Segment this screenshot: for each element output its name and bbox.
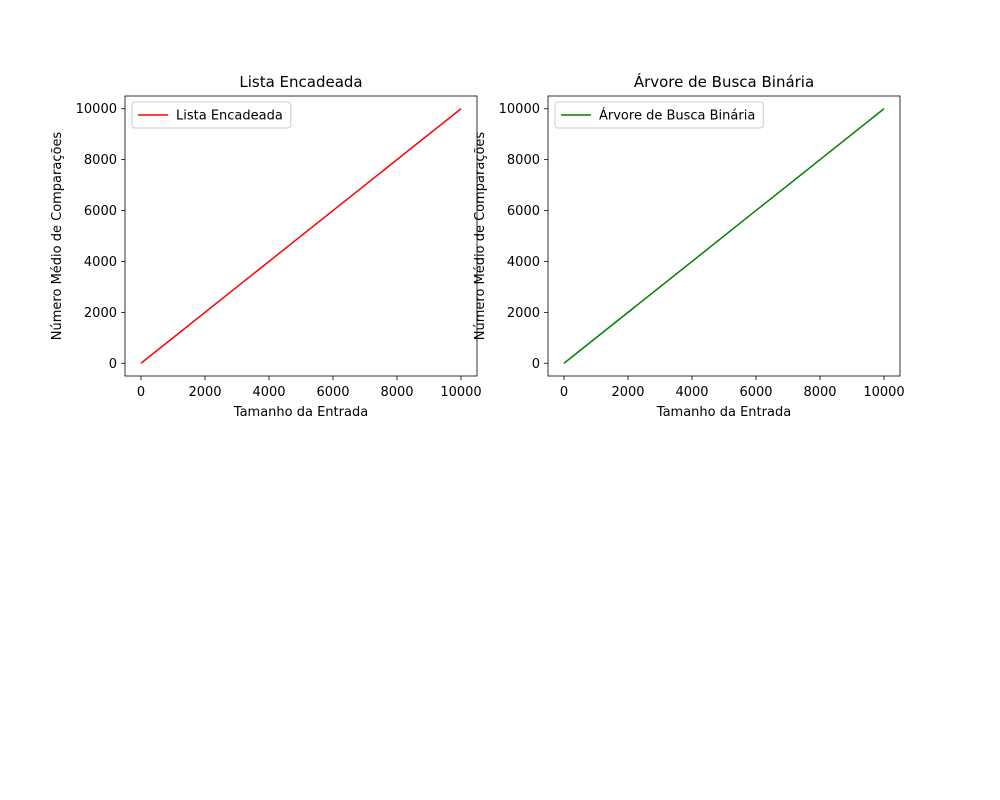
x-tick-label: 6000	[739, 385, 772, 400]
axes-frame	[547, 95, 901, 377]
legend-box	[554, 101, 764, 129]
legend: Lista Encadeada	[131, 101, 292, 129]
chart-panel-2: Árvore de Busca Binária 0 2000 4000 6000 8000…	[473, 72, 905, 420]
x-axis-label: Tamanho da Entrada	[656, 405, 791, 420]
y-tick-label: 2000	[84, 306, 117, 321]
axes-frame	[124, 95, 478, 377]
series-line-1	[563, 108, 885, 364]
legend: Árvore de Busca Binária	[554, 101, 764, 129]
y-tick-label: 8000	[507, 153, 540, 168]
x-tick-label: 10000	[440, 385, 481, 400]
legend-box	[131, 101, 292, 129]
x-tick-label: 8000	[380, 385, 413, 400]
y-axis-label: Número Médio de Comparações	[473, 132, 488, 341]
x-tick-label: 10000	[863, 385, 904, 400]
x-tick-label: 2000	[611, 385, 644, 400]
y-axis-label: Número Médio de Comparações	[50, 132, 65, 341]
y-tick-label: 6000	[84, 204, 117, 219]
legend-label: Lista Encadeada	[176, 109, 283, 124]
y-tick-label: 6000	[507, 204, 540, 219]
chart-title: Lista Encadeada	[239, 73, 362, 91]
legend-label: Árvore de Busca Binária	[599, 108, 755, 124]
chart-title: Árvore de Busca Binária	[634, 72, 814, 91]
y-tick-label: 4000	[84, 255, 117, 270]
x-tick-label: 4000	[675, 385, 708, 400]
x-axis-label: Tamanho da Entrada	[233, 405, 368, 420]
y-tick-label: 2000	[507, 306, 540, 321]
y-tick-label: 10000	[76, 102, 117, 117]
y-tick-label: 0	[532, 357, 540, 372]
x-tick-label: 0	[560, 385, 568, 400]
y-tick-label: 10000	[499, 102, 540, 117]
x-tick-label: 4000	[252, 385, 285, 400]
y-tick-label: 4000	[507, 255, 540, 270]
y-tick-label: 8000	[84, 153, 117, 168]
y-tick-label: 0	[109, 357, 117, 372]
x-tick-label: 0	[137, 385, 145, 400]
x-tick-label: 8000	[803, 385, 836, 400]
chart-panel-1: Lista Encadeada 0 2000 4000 6000 8000 10000 0 20…	[50, 73, 482, 420]
x-tick-label: 2000	[188, 385, 221, 400]
x-tick-label: 6000	[316, 385, 349, 400]
series-line-1	[140, 108, 462, 364]
